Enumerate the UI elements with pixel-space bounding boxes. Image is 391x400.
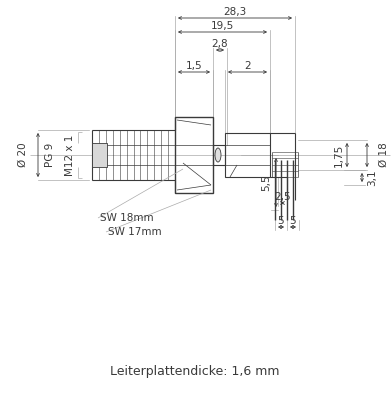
- Text: 2,5: 2,5: [274, 192, 291, 202]
- Text: 2: 2: [244, 61, 251, 71]
- Text: 19,5: 19,5: [211, 21, 234, 31]
- Text: 5,5: 5,5: [261, 174, 271, 191]
- Text: 1,75: 1,75: [334, 143, 344, 167]
- Bar: [213, 145, 225, 165]
- Text: M12 x 1: M12 x 1: [65, 134, 75, 176]
- Bar: [225, 133, 270, 177]
- Text: PG 9: PG 9: [45, 143, 55, 167]
- Text: 3,1: 3,1: [367, 169, 377, 186]
- Bar: [92, 143, 107, 167]
- Ellipse shape: [215, 148, 221, 162]
- Text: Leiterplattendicke: 1,6 mm: Leiterplattendicke: 1,6 mm: [110, 366, 280, 378]
- Text: 28,3: 28,3: [223, 7, 247, 17]
- Text: Ø 18: Ø 18: [379, 143, 389, 167]
- Text: 5: 5: [278, 216, 284, 226]
- Text: SW 18mm: SW 18mm: [100, 213, 154, 223]
- Text: 5: 5: [290, 216, 296, 226]
- Text: SW 17mm: SW 17mm: [108, 227, 161, 237]
- Text: 2,8: 2,8: [212, 39, 228, 49]
- Text: Ø 20: Ø 20: [18, 143, 28, 167]
- Text: 1,5: 1,5: [186, 61, 202, 71]
- Bar: [175, 117, 213, 193]
